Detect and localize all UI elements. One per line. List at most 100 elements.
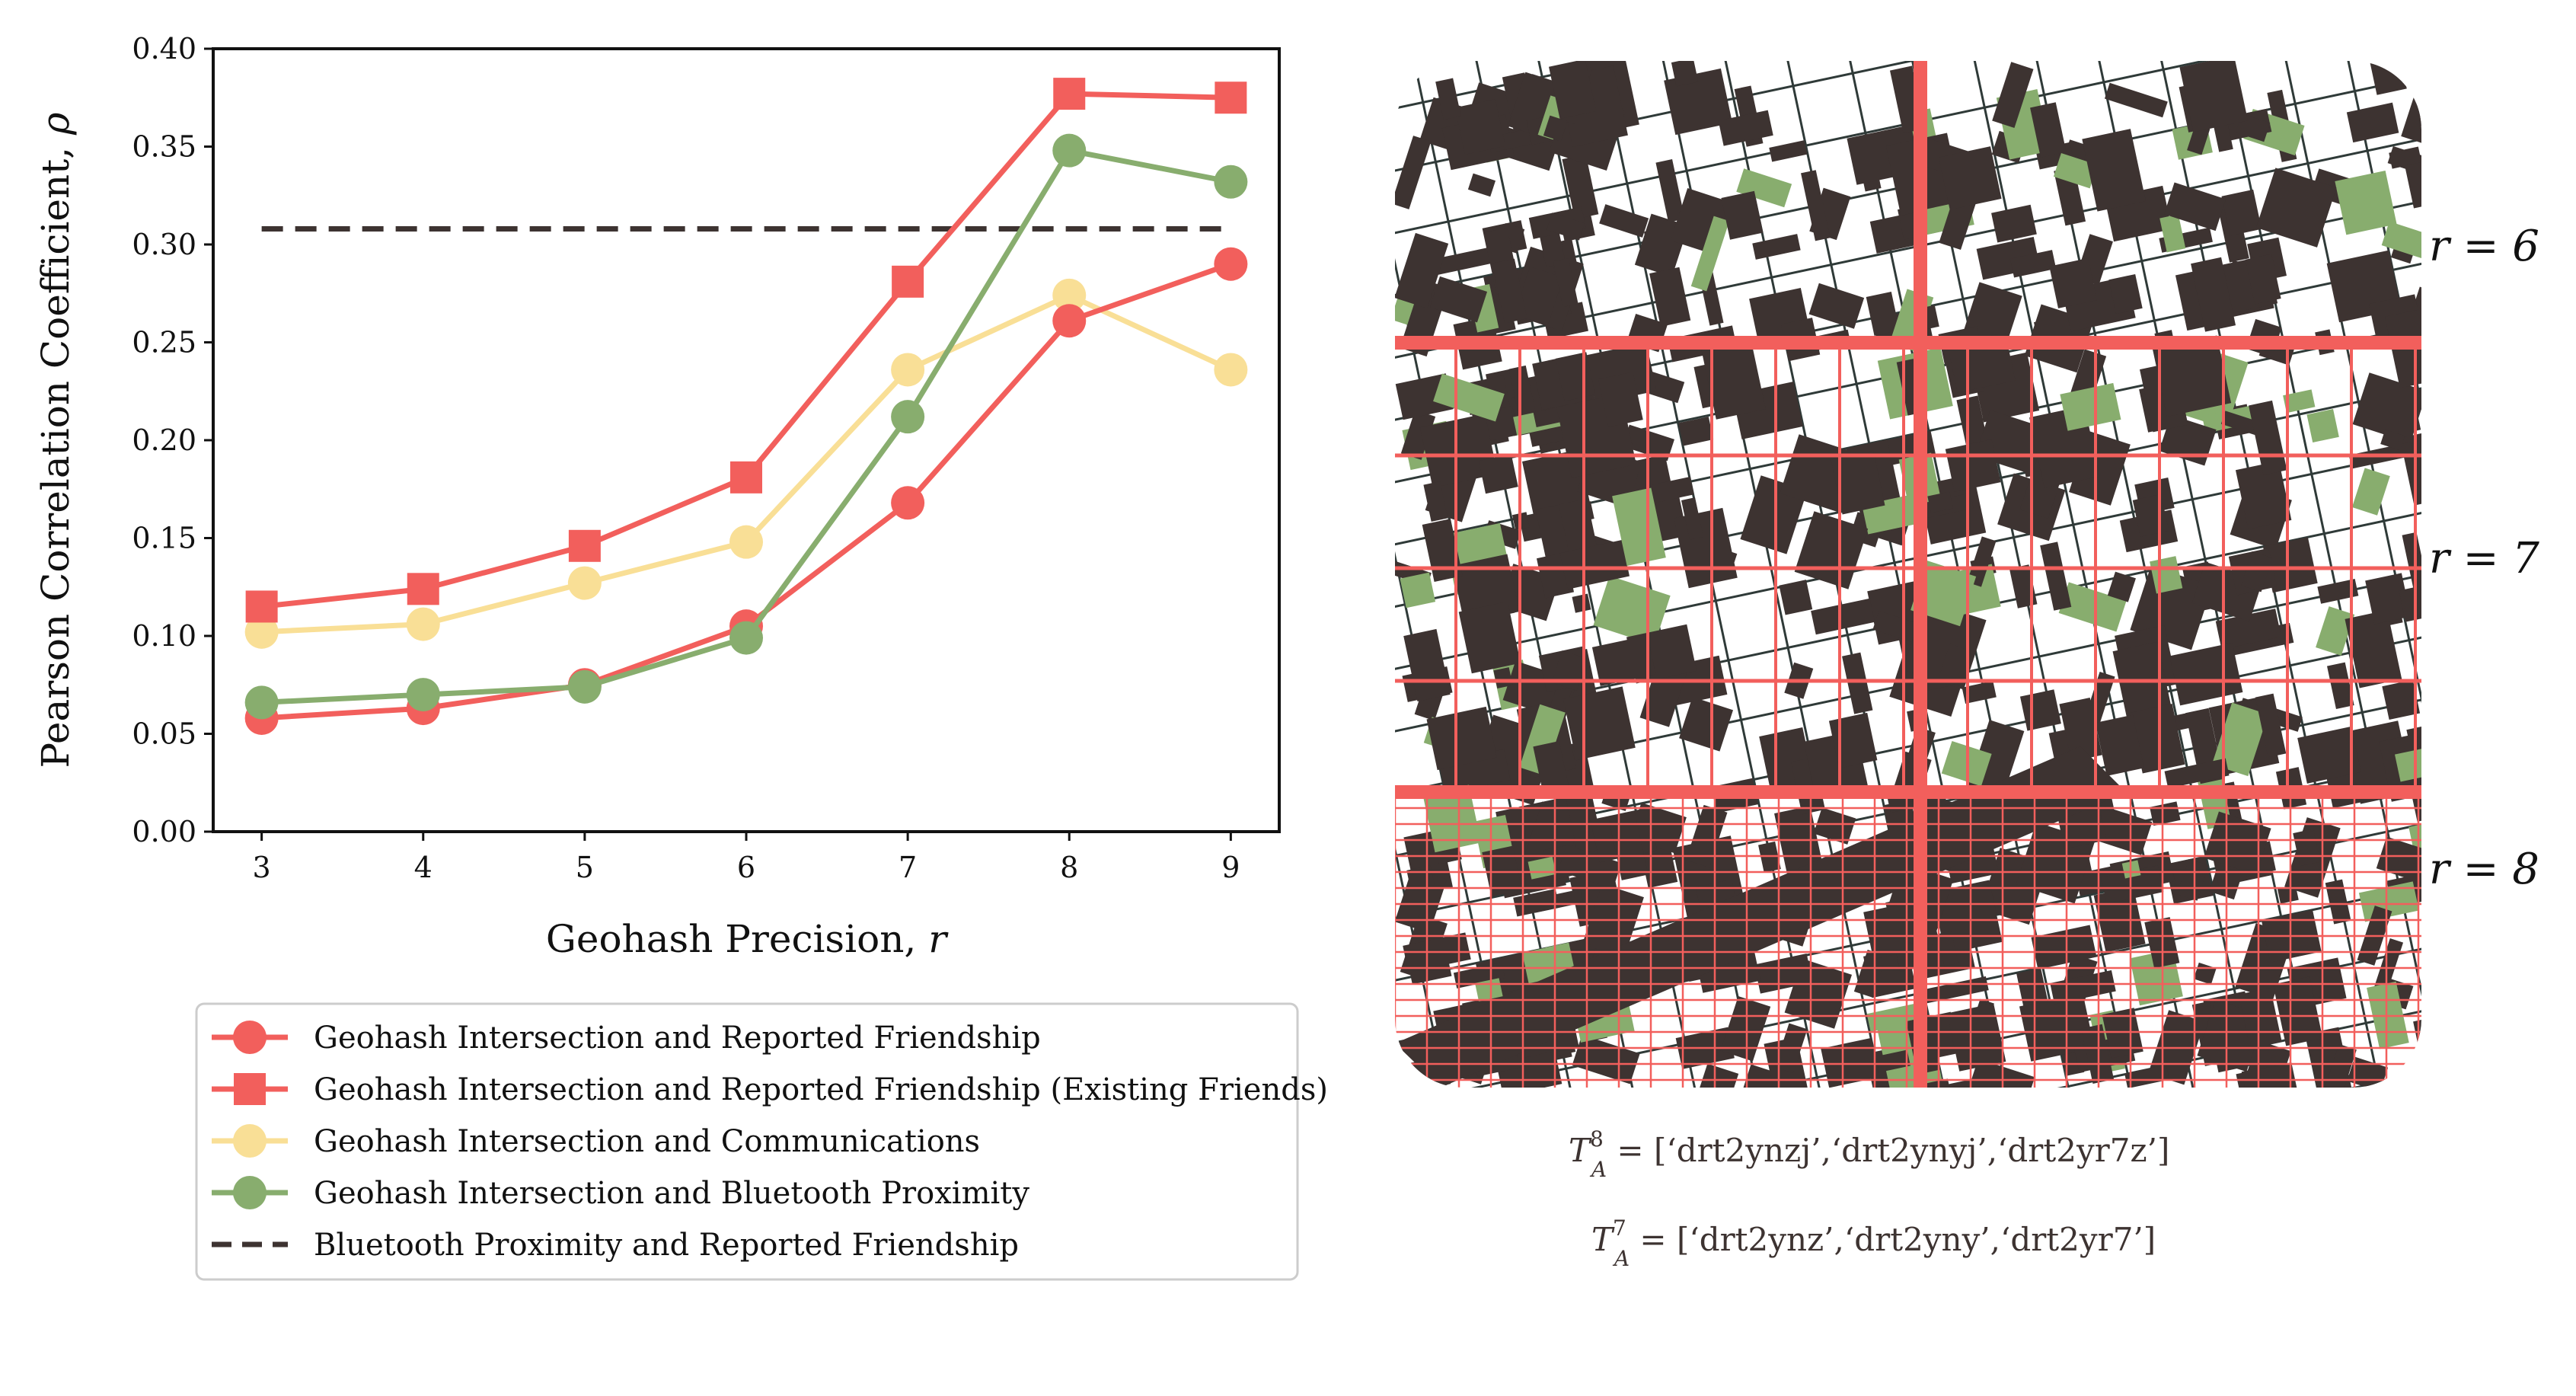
park-area bbox=[2306, 409, 2339, 443]
legend-label: Geohash Intersection and Reported Friend… bbox=[314, 1021, 1041, 1056]
park-area bbox=[2394, 743, 2421, 782]
x-tick-label: 3 bbox=[253, 851, 271, 884]
y-tick-label: 0.35 bbox=[132, 130, 196, 164]
building bbox=[2129, 704, 2185, 774]
building bbox=[1395, 232, 1449, 309]
series-3 bbox=[244, 133, 1248, 720]
building bbox=[2352, 372, 2421, 443]
building bbox=[1543, 115, 1568, 142]
legend-swatch-marker bbox=[233, 1124, 267, 1158]
park-area bbox=[2351, 468, 2390, 516]
building bbox=[2124, 1065, 2170, 1088]
data-point bbox=[407, 573, 439, 605]
data-point bbox=[730, 461, 762, 494]
park-area bbox=[1736, 168, 1792, 208]
building bbox=[2187, 124, 2211, 155]
building bbox=[1968, 1059, 2035, 1088]
building bbox=[1831, 450, 1885, 515]
building bbox=[2325, 879, 2351, 925]
building bbox=[2191, 257, 2236, 332]
building bbox=[2108, 273, 2143, 315]
building bbox=[2320, 1043, 2357, 1088]
building bbox=[1866, 291, 1900, 336]
park-area bbox=[1433, 373, 1505, 422]
y-axis-label: Pearson Correlation Coefficient, ρ bbox=[34, 112, 78, 768]
legend-frame bbox=[195, 1002, 1299, 1281]
rail-corridor bbox=[1395, 746, 2126, 1088]
building bbox=[2101, 865, 2164, 904]
building bbox=[1547, 212, 1585, 241]
building bbox=[1423, 481, 1448, 522]
building bbox=[1649, 267, 1691, 327]
legend-label: Bluetooth Proximity and Reported Friends… bbox=[314, 1228, 1019, 1263]
building bbox=[2255, 168, 2337, 248]
building bbox=[2382, 679, 2421, 720]
building bbox=[2030, 102, 2067, 158]
x-tick-label: 8 bbox=[1060, 851, 1078, 884]
building bbox=[1572, 593, 1591, 613]
building bbox=[2405, 155, 2421, 209]
building bbox=[1559, 540, 1630, 589]
building bbox=[2152, 335, 2232, 417]
data-point bbox=[891, 400, 925, 434]
building bbox=[1937, 931, 1958, 966]
building bbox=[2040, 541, 2072, 611]
building bbox=[2019, 992, 2095, 1062]
park-area bbox=[1612, 487, 1666, 567]
building bbox=[2240, 551, 2273, 593]
building bbox=[2380, 430, 2405, 451]
building bbox=[1721, 190, 1764, 240]
y-tick-label: 0.30 bbox=[132, 228, 196, 261]
park-area bbox=[2211, 702, 2268, 777]
park-area bbox=[2150, 556, 2183, 594]
data-point bbox=[1215, 81, 1247, 114]
building bbox=[1678, 416, 1714, 446]
building bbox=[1947, 1003, 2006, 1072]
building bbox=[2009, 250, 2057, 278]
building bbox=[1553, 257, 1578, 308]
building bbox=[2345, 610, 2402, 688]
building bbox=[1808, 283, 1865, 329]
building bbox=[1454, 99, 1505, 155]
x-tick-label: 6 bbox=[737, 851, 755, 884]
data-point bbox=[1214, 165, 1248, 199]
park-area bbox=[2381, 221, 2421, 259]
legend-swatch-marker bbox=[233, 1021, 267, 1054]
data-point bbox=[729, 525, 763, 559]
building bbox=[2413, 1013, 2421, 1070]
building bbox=[1563, 686, 1636, 761]
tile-set-r7: T7 A = [‘drt2ynz’,‘drt2yny’,‘drt2yr7’] bbox=[1591, 1216, 2156, 1271]
building bbox=[1769, 140, 1808, 162]
building bbox=[1403, 628, 1451, 702]
building-footprints bbox=[1395, 61, 2421, 1088]
building bbox=[1429, 276, 1488, 323]
building bbox=[2104, 82, 2168, 118]
x-tick-label: 4 bbox=[414, 851, 433, 884]
building bbox=[2235, 461, 2292, 529]
building bbox=[1939, 146, 2002, 210]
park-area bbox=[2053, 153, 2098, 189]
building bbox=[1426, 706, 1497, 771]
plot-frame bbox=[212, 47, 1281, 833]
legend-label: Geohash Intersection and Communications bbox=[314, 1124, 980, 1159]
building bbox=[2016, 968, 2048, 1007]
building bbox=[1927, 491, 1953, 513]
park-area bbox=[1519, 704, 1566, 776]
y-tick-label: 0.20 bbox=[132, 423, 196, 457]
building bbox=[1492, 258, 1527, 324]
park-area bbox=[2058, 582, 2127, 632]
building bbox=[2204, 811, 2271, 875]
building bbox=[1853, 949, 1886, 998]
data-point bbox=[406, 678, 440, 712]
building bbox=[2221, 189, 2262, 236]
building bbox=[2245, 254, 2281, 305]
building bbox=[2107, 571, 2136, 602]
data-point bbox=[1052, 278, 1087, 312]
legend-swatch-marker bbox=[233, 1176, 267, 1209]
building bbox=[2297, 726, 2361, 784]
y-tick-label: 0.40 bbox=[132, 32, 196, 65]
park-area bbox=[1593, 576, 1671, 646]
building bbox=[2164, 758, 2230, 789]
building bbox=[1842, 652, 1873, 714]
